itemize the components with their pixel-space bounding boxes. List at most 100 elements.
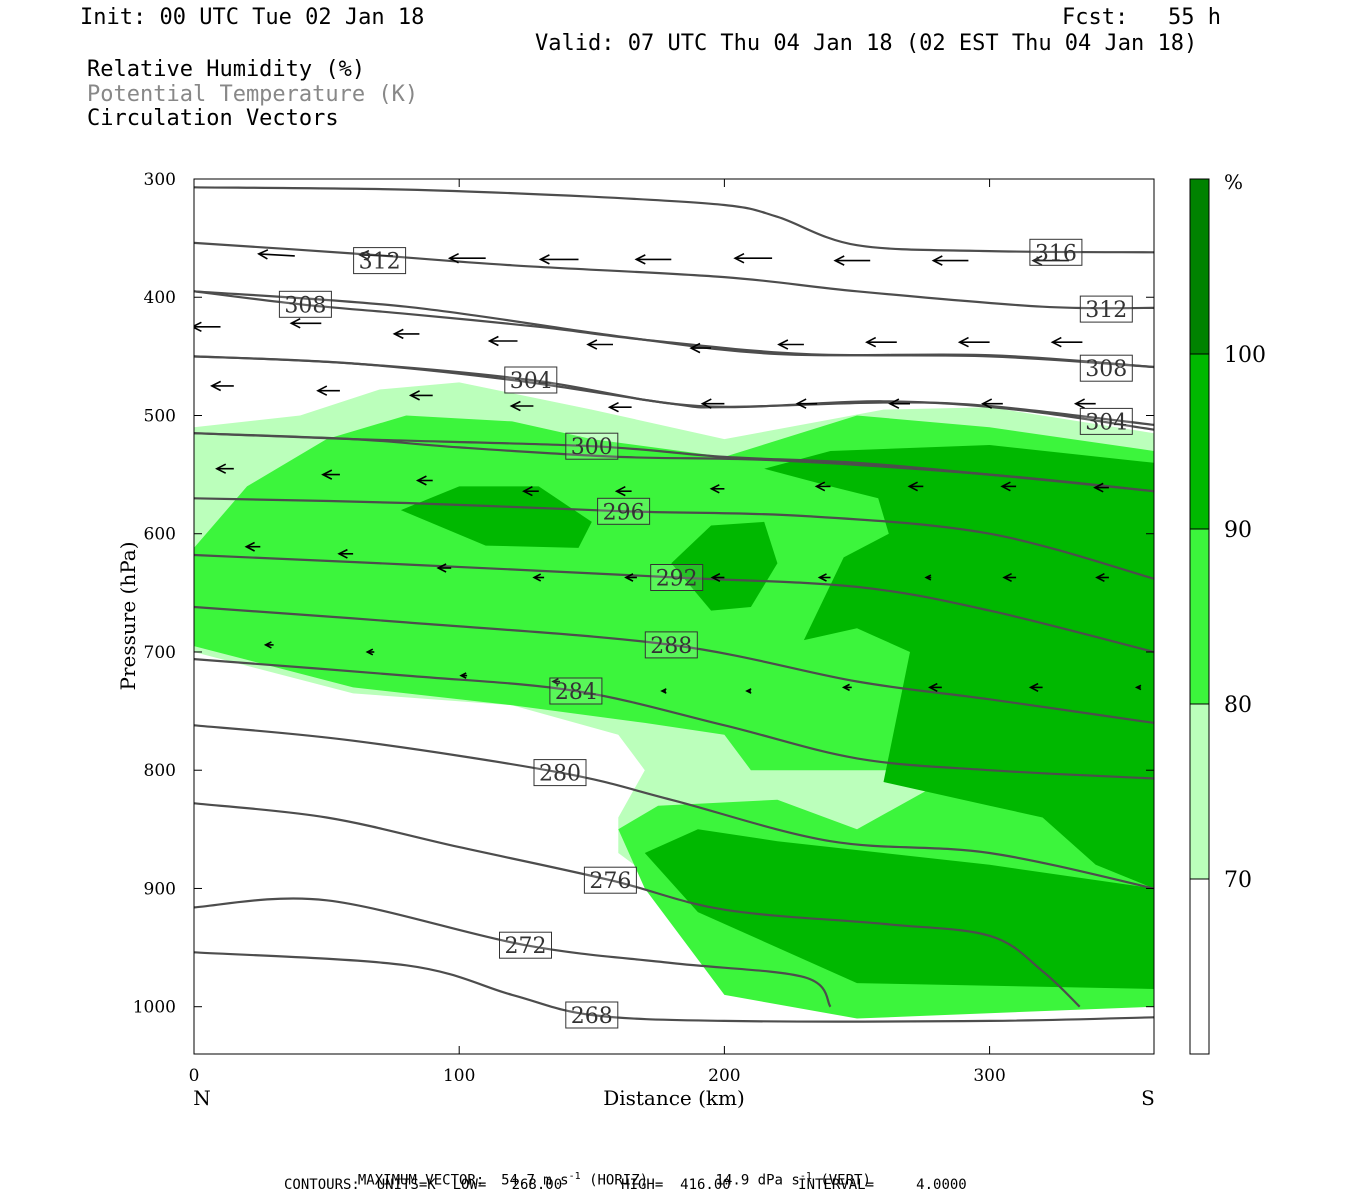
colorbar-label-70: 70: [1224, 868, 1252, 893]
theta-contour-280: [194, 724, 1154, 890]
vector-head: [981, 398, 993, 409]
rh-fill-layer: [194, 382, 1154, 1019]
legend-vectors: Circulation Vectors: [87, 106, 339, 131]
circulation-vector: [415, 475, 433, 486]
x-left-end-label: N: [193, 1086, 211, 1110]
vector-head: [257, 249, 269, 260]
vector-head: [551, 677, 559, 686]
contour-label-268: 268: [565, 1001, 619, 1029]
contour-label-box: [1079, 295, 1133, 323]
contour-label-296: 296: [597, 497, 651, 525]
vector-head: [408, 390, 420, 401]
circulation-vector: [551, 677, 560, 686]
theta-contour-300: [194, 432, 1154, 493]
y-tick-label: 300: [144, 170, 176, 190]
circulation-vector: [1028, 682, 1043, 693]
contour-label-text: 304: [510, 369, 552, 394]
colorbar-label-90: 90: [1224, 518, 1252, 543]
vector-head: [289, 317, 301, 329]
x-tick-label: 0: [189, 1066, 200, 1086]
contour-label-box: [549, 677, 603, 705]
contour-label-312: 312: [353, 247, 407, 275]
circulation-vector: [907, 481, 924, 492]
vector-head: [795, 398, 807, 409]
horiz-exponent: -1: [568, 1171, 581, 1182]
contour-label-276: 276: [583, 866, 637, 894]
vector-head: [436, 563, 447, 573]
vert-exponent: -1: [799, 1171, 812, 1182]
contour-label-box: [533, 759, 587, 787]
colorbar-label-80: 80: [1224, 693, 1252, 718]
contour-label-text: 312: [1085, 298, 1127, 323]
y-tick-label: 500: [144, 406, 176, 426]
theta-contour-304: [194, 355, 1154, 431]
contour-label-text: 308: [284, 293, 326, 318]
circulation-vector: [337, 548, 354, 559]
contour-label-box: [1029, 238, 1083, 266]
contour-label-text: 316: [1035, 241, 1077, 266]
contour-label-text: 288: [650, 634, 692, 659]
horiz-tag: (HORIZ): [589, 1172, 649, 1189]
contour-label-text: 284: [555, 680, 597, 705]
circulation-vector: [1073, 398, 1096, 409]
circulation-vector: [700, 398, 725, 409]
contour-label-280: 280: [533, 759, 587, 787]
vector-head: [509, 400, 521, 412]
y-tick-label: 800: [144, 761, 176, 781]
legend-theta: Potential Temperature (K): [87, 82, 419, 107]
x-tick-label: 100: [443, 1066, 475, 1086]
contour-label-272: 272: [499, 931, 552, 959]
contour-label-box: [504, 366, 558, 394]
vector-head: [415, 475, 427, 486]
vector-head: [1031, 255, 1043, 266]
vector-head: [660, 688, 667, 694]
contour-label-box: [1079, 407, 1133, 435]
contour-label-304: 304: [1079, 407, 1133, 435]
circulation-vector: [1095, 572, 1109, 583]
circulation-vector: [833, 255, 871, 266]
rh-region-90: [671, 521, 778, 611]
contours-info: CONTOURS: UNITS=K LOW= 268.00 HIGH= 416.…: [284, 1177, 967, 1193]
circulation-vector: [614, 485, 632, 497]
contour-label-288: 288: [644, 631, 698, 659]
circulation-vector-layer: [194, 249, 1142, 694]
contour-label-box: [650, 564, 704, 591]
vector-head: [924, 574, 932, 581]
vert-tag: (VERT): [820, 1172, 871, 1189]
vector-shaft: [258, 253, 295, 257]
vector-head: [210, 380, 222, 392]
contour-label-text: 300: [571, 435, 613, 460]
max-horiz-value: 54.7 m s: [501, 1172, 569, 1189]
colorbar-frame: [1189, 178, 1210, 1055]
legend-rh: Relative Humidity (%): [87, 57, 366, 82]
contour-label-text: 308: [1085, 357, 1127, 382]
circulation-vector: [1093, 482, 1109, 493]
circulation-vector: [289, 317, 322, 329]
contour-label-box: [1079, 354, 1133, 382]
vector-head: [194, 321, 202, 333]
vector-head: [1028, 682, 1039, 693]
circulation-vector: [1002, 572, 1017, 583]
vector-head: [614, 485, 626, 497]
contour-label-box: [597, 497, 651, 525]
axes-layer: 300 400 500 600 700 800 900 1000 0 100 200 300: [133, 170, 1154, 1086]
vector-head: [1000, 481, 1011, 492]
vector-head: [931, 255, 943, 266]
init-time: Init: 00 UTC Tue 02 Jan 18: [80, 5, 425, 30]
contour-label-text: 312: [359, 250, 401, 275]
vector-head: [777, 339, 789, 350]
vector-head: [733, 252, 745, 264]
theta-contour-272: [194, 897, 832, 1008]
vector-head: [709, 484, 720, 494]
x-tick-label: 300: [973, 1066, 1005, 1086]
circulation-vector: [924, 574, 932, 581]
vector-head: [487, 335, 499, 347]
vector-head: [814, 481, 826, 492]
colorbar-band: [1190, 704, 1209, 879]
circulation-vector: [244, 541, 261, 552]
circulation-vector: [365, 648, 375, 656]
circulation-vector: [1134, 684, 1142, 691]
contour-label-300: 300: [565, 432, 619, 460]
max-vector-label: MAXIMUM VECTOR:: [357, 1172, 485, 1189]
circulation-vector: [660, 688, 667, 694]
